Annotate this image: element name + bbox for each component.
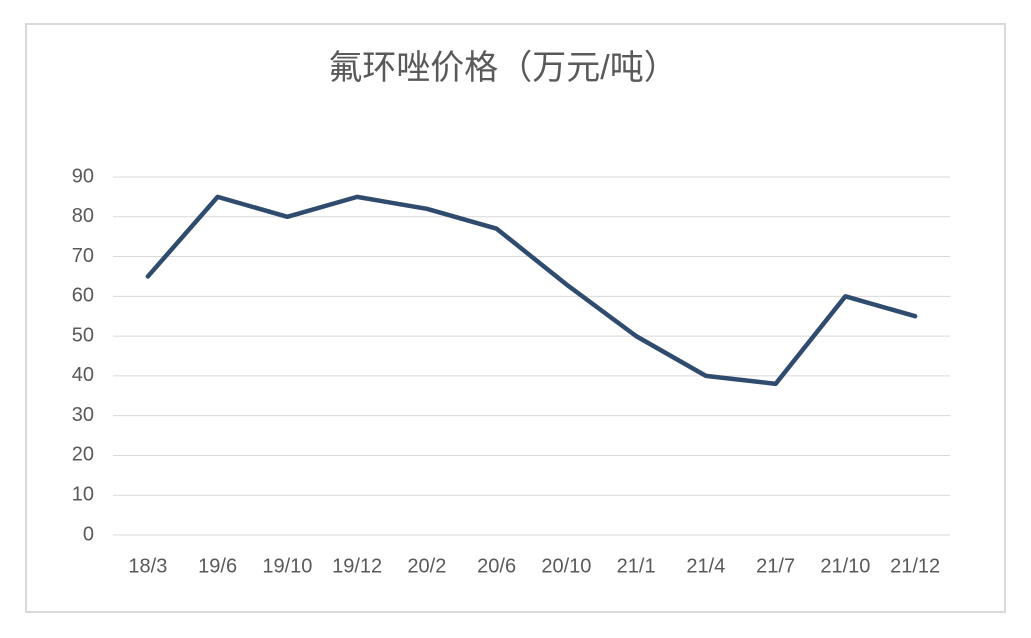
y-tick-label: 10 (72, 484, 94, 506)
x-tick-label: 20/10 (541, 555, 591, 577)
x-tick-label: 21/4 (686, 555, 725, 577)
x-tick-label: 21/1 (617, 555, 656, 577)
y-tick-label: 30 (72, 404, 94, 426)
x-tick-label: 20/2 (407, 555, 446, 577)
y-tick-label: 90 (72, 165, 94, 187)
y-tick-label: 50 (72, 324, 94, 346)
x-tick-label: 19/10 (262, 555, 312, 577)
y-tick-label: 80 (72, 205, 94, 227)
x-tick-label: 19/12 (332, 555, 382, 577)
y-tick-label: 0 (83, 523, 94, 545)
y-tick-label: 70 (72, 245, 94, 267)
x-tick-label: 20/6 (477, 555, 516, 577)
x-tick-label: 21/12 (890, 555, 940, 577)
chart-title: 氟环唑价格（万元/吨） (328, 49, 677, 87)
x-tick-label: 21/7 (756, 555, 795, 577)
y-tick-label: 40 (72, 364, 94, 386)
y-tick-label: 20 (72, 444, 94, 466)
x-tick-label: 18/3 (128, 555, 167, 577)
line (145, 194, 918, 387)
y-tick-label: 60 (72, 285, 94, 307)
x-tick-label: 21/10 (820, 555, 870, 577)
x-tick-label: 19/6 (198, 555, 237, 577)
chart-frame (25, 23, 1006, 613)
